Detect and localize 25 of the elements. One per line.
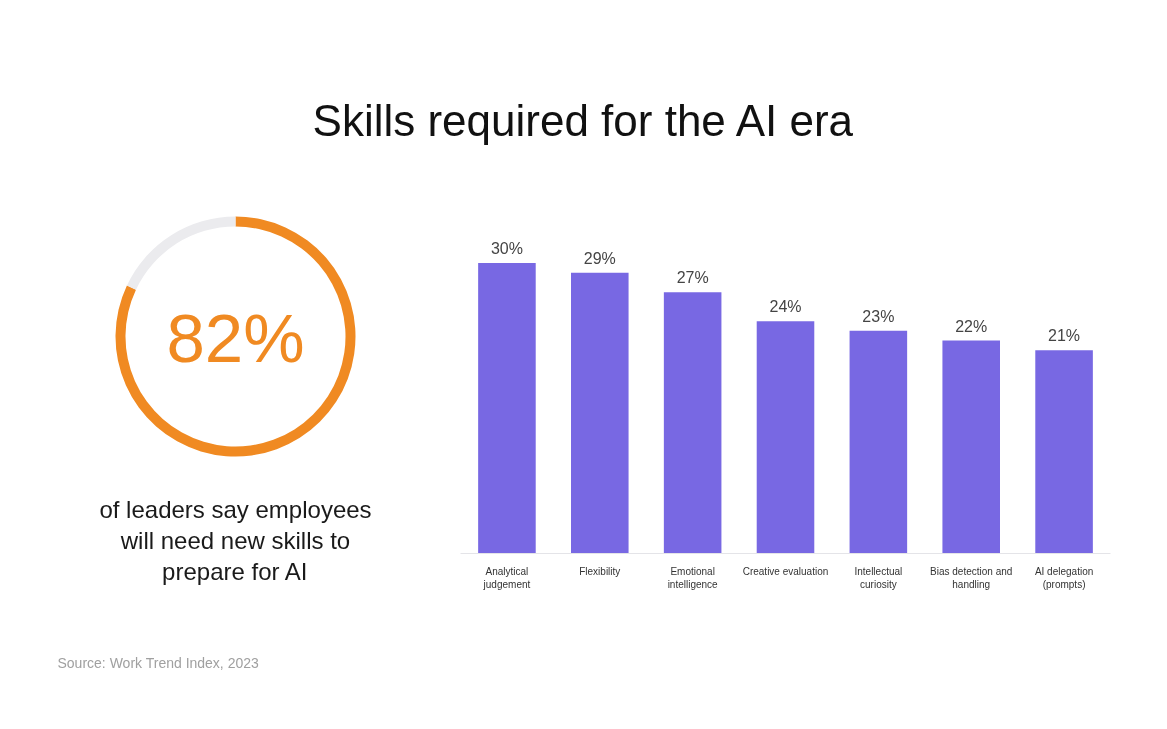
x-tick-label: Bias detection and handling [930, 565, 1013, 590]
data-label: 22% [955, 317, 988, 335]
x-tick-label: Analytical judgement [482, 565, 531, 590]
bar [756, 321, 815, 554]
data-label: 29% [583, 249, 616, 267]
x-tick-label: Flexibility [579, 565, 621, 577]
data-label: 21% [1048, 327, 1081, 345]
text: Skills required for the AI era [312, 96, 854, 145]
x-tick-label: Emotional intelligence [667, 565, 719, 590]
x-tick-label: Intellectual curiosity [854, 565, 903, 590]
bar [1035, 350, 1093, 554]
data-label: 27% [676, 269, 709, 287]
text: of leaders say employees will need new skills to prepare for AI [99, 495, 372, 586]
data-label: 23% [862, 307, 895, 325]
data-label: 82% [166, 300, 305, 377]
x-tick-label: Creative evaluation [742, 565, 829, 577]
bar [942, 340, 1000, 554]
bar [571, 272, 629, 554]
bar [478, 263, 536, 554]
x-tick-label: AI delegation (prompts) [1034, 565, 1094, 590]
bar [849, 330, 908, 554]
data-label: 30% [490, 240, 523, 258]
data-label: 24% [769, 298, 802, 316]
bar [663, 292, 722, 554]
source-note: Source: Work Trend Index, 2023 [57, 654, 260, 671]
